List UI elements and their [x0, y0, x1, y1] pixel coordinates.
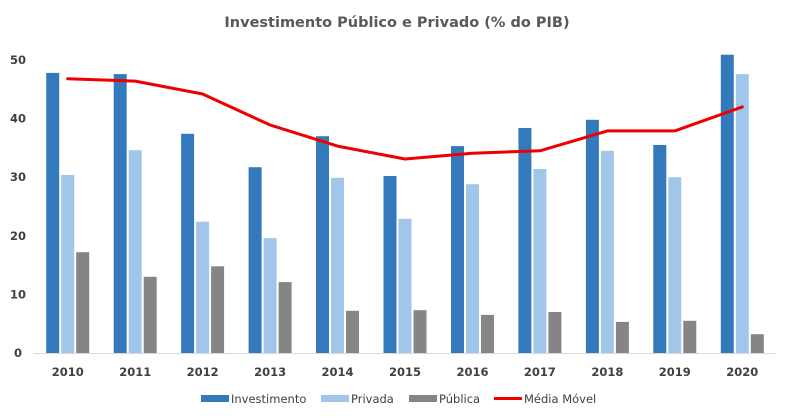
x-tick-label: 2019 — [659, 365, 691, 379]
bar-publica-2018 — [615, 321, 629, 353]
bar-publica-2012 — [211, 266, 225, 353]
bar-publica-2016 — [481, 314, 494, 353]
bar-investimento-2015 — [383, 176, 397, 353]
bar-privada-2013 — [263, 238, 277, 353]
legend-item-publica: Pública — [409, 392, 480, 406]
legend: Investimento Privada Pública Média Móvel — [201, 392, 596, 406]
y-tick-label: 30 — [10, 170, 26, 184]
bars — [46, 54, 764, 354]
y-tick-label: 20 — [10, 229, 26, 243]
bar-privada-2014 — [331, 177, 344, 353]
line-media-movel — [66, 77, 744, 161]
bar-privada-2011 — [128, 150, 142, 353]
bar-publica-2010 — [76, 252, 90, 353]
y-tick-label: 10 — [10, 287, 26, 301]
legend-item-investimento: Investimento — [201, 392, 306, 406]
legend-label: Investimento — [231, 392, 306, 406]
legend-swatch — [201, 395, 229, 402]
bar-investimento-2011 — [113, 74, 127, 353]
y-tick-label: 50 — [10, 53, 26, 67]
x-tick-label: 2018 — [591, 365, 623, 379]
chart-title: Investimento Público e Privado (% do PIB… — [224, 15, 569, 31]
bar-investimento-2020 — [720, 54, 734, 353]
x-tick-label: 2016 — [456, 365, 488, 379]
legend-item-privada: Privada — [321, 392, 394, 406]
bar-publica-2011 — [143, 276, 157, 353]
x-tick-label: 2012 — [187, 365, 219, 379]
bar-investimento-2010 — [46, 72, 60, 354]
bar-investimento-2012 — [181, 133, 195, 353]
x-tick-label: 2015 — [389, 365, 421, 379]
bar-privada-2015 — [398, 218, 412, 353]
y-tick-label: 40 — [10, 112, 26, 126]
bar-privada-2016 — [466, 184, 479, 353]
bar-privada-2018 — [600, 150, 614, 353]
x-tick-label: 2014 — [321, 365, 353, 379]
legend-swatch — [321, 395, 349, 402]
y-axis: 0 10 20 30 40 50 — [10, 53, 26, 360]
bar-privada-2010 — [61, 174, 75, 353]
x-tick-label: 2017 — [524, 365, 556, 379]
bar-publica-2017 — [548, 312, 562, 353]
bar-privada-2012 — [196, 221, 210, 353]
bar-publica-2015 — [413, 310, 427, 353]
bar-privada-2020 — [735, 74, 749, 353]
bar-investimento-2019 — [653, 145, 667, 353]
x-axis: 2010 2011 2012 2013 2014 2015 2016 2017 2018 2019… — [52, 365, 759, 379]
x-tick-label: 2013 — [254, 365, 286, 379]
legend-label: Pública — [439, 392, 480, 406]
bar-investimento-2018 — [585, 119, 599, 353]
bar-publica-2019 — [683, 320, 697, 353]
legend-label: Média Móvel — [524, 392, 596, 406]
y-tick-label: 0 — [14, 346, 22, 360]
bar-privada-2019 — [668, 177, 682, 353]
x-tick-label: 2011 — [119, 365, 151, 379]
bar-publica-2020 — [750, 334, 764, 353]
bar-privada-2017 — [533, 169, 547, 353]
bar-investimento-2016 — [451, 146, 464, 353]
x-tick-label: 2020 — [726, 365, 758, 379]
bar-investimento-2014 — [316, 136, 329, 353]
bar-investimento-2013 — [248, 167, 262, 353]
legend-label: Privada — [351, 392, 394, 406]
bar-publica-2014 — [346, 310, 359, 353]
moving-average-series — [66, 77, 744, 161]
bar-publica-2013 — [278, 282, 292, 353]
legend-swatch — [409, 395, 437, 402]
bar-investimento-2017 — [518, 128, 532, 353]
x-tick-label: 2010 — [52, 365, 84, 379]
legend-item-media-movel: Média Móvel — [494, 392, 596, 406]
